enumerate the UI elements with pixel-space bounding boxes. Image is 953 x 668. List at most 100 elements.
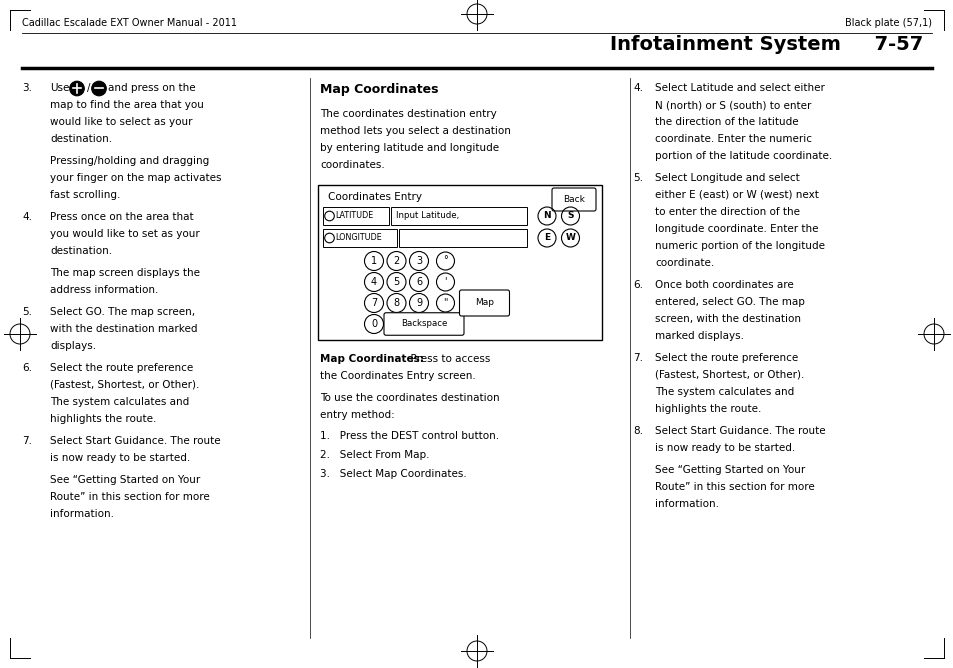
FancyBboxPatch shape [384,313,463,335]
Text: map to find the area that you: map to find the area that you [50,100,204,110]
Text: Input Latitude,: Input Latitude, [395,212,458,220]
Text: 1.   Press the DEST control button.: 1. Press the DEST control button. [319,431,498,441]
FancyBboxPatch shape [323,207,389,224]
Text: ': ' [444,276,446,286]
FancyBboxPatch shape [323,229,396,246]
Text: Select Start Guidance. The route: Select Start Guidance. The route [50,436,220,446]
Text: S: S [567,212,573,220]
Text: highlights the route.: highlights the route. [655,404,760,414]
Text: 2.   Select From Map.: 2. Select From Map. [319,450,429,460]
Text: 7.: 7. [633,353,642,363]
Text: coordinates.: coordinates. [319,160,384,170]
Text: highlights the route.: highlights the route. [50,414,156,424]
Text: either E (east) or W (west) next: either E (east) or W (west) next [655,190,818,200]
Text: information.: information. [50,509,113,519]
Text: Map Coordinates:: Map Coordinates: [319,354,423,364]
Text: information.: information. [655,499,719,509]
FancyBboxPatch shape [398,229,526,246]
Text: (Fastest, Shortest, or Other).: (Fastest, Shortest, or Other). [655,370,803,380]
Text: W: W [565,234,575,242]
Text: 5.: 5. [22,307,32,317]
Text: 8: 8 [393,298,399,308]
Text: 3: 3 [416,256,421,266]
Text: 5: 5 [393,277,399,287]
FancyBboxPatch shape [552,188,596,211]
Text: Select GO. The map screen,: Select GO. The map screen, [50,307,195,317]
Text: The system calculates and: The system calculates and [50,397,189,407]
Text: See “Getting Started on Your: See “Getting Started on Your [655,465,804,475]
Text: destination.: destination. [50,246,112,256]
Text: Press once on the area that: Press once on the area that [50,212,193,222]
Text: Route” in this section for more: Route” in this section for more [655,482,814,492]
Text: /: / [87,83,91,93]
Text: See “Getting Started on Your: See “Getting Started on Your [50,475,200,485]
Text: 4.: 4. [22,212,32,222]
Text: portion of the latitude coordinate.: portion of the latitude coordinate. [655,151,831,161]
Text: 4: 4 [371,277,376,287]
Text: N: N [542,212,550,220]
Text: would like to select as your: would like to select as your [50,117,193,127]
Text: LONGITUDE: LONGITUDE [335,234,382,242]
Text: °: ° [442,255,447,265]
Text: is now ready to be started.: is now ready to be started. [50,453,190,463]
Text: method lets you select a destination: method lets you select a destination [319,126,511,136]
Text: coordinate.: coordinate. [655,258,714,268]
Text: 6: 6 [416,277,421,287]
Text: is now ready to be started.: is now ready to be started. [655,443,795,453]
Text: 7.: 7. [22,436,32,446]
Text: and press on the: and press on the [108,83,195,93]
Text: the Coordinates Entry screen.: the Coordinates Entry screen. [319,371,476,381]
Text: 5.: 5. [633,173,642,183]
Text: screen, with the destination: screen, with the destination [655,314,801,324]
Text: to enter the direction of the: to enter the direction of the [655,207,800,217]
Text: E: E [543,234,550,242]
Text: (Fastest, Shortest, or Other).: (Fastest, Shortest, or Other). [50,380,199,390]
Text: longitude coordinate. Enter the: longitude coordinate. Enter the [655,224,818,234]
Text: 2: 2 [393,256,399,266]
Text: Once both coordinates are: Once both coordinates are [655,280,793,290]
Text: Back: Back [562,195,584,204]
Text: 6.: 6. [633,280,642,290]
Text: Map Coordinates: Map Coordinates [319,83,438,96]
Text: marked displays.: marked displays. [655,331,743,341]
Text: 7: 7 [371,298,376,308]
Circle shape [70,81,84,96]
Text: Pressing/holding and dragging: Pressing/holding and dragging [50,156,209,166]
Text: by entering latitude and longitude: by entering latitude and longitude [319,143,498,153]
Text: To use the coordinates destination: To use the coordinates destination [319,393,499,403]
Circle shape [91,81,106,96]
Text: Map: Map [475,299,494,307]
Text: The map screen displays the: The map screen displays the [50,268,200,278]
Text: 3.   Select Map Coordinates.: 3. Select Map Coordinates. [319,469,466,479]
Text: displays.: displays. [50,341,96,351]
Text: destination.: destination. [50,134,112,144]
Text: Infotainment System     7-57: Infotainment System 7-57 [609,35,923,54]
Text: Select the route preference: Select the route preference [655,353,798,363]
Text: address information.: address information. [50,285,158,295]
Text: Select Longitude and select: Select Longitude and select [655,173,799,183]
Text: Use: Use [50,83,70,93]
Text: the direction of the latitude: the direction of the latitude [655,117,798,127]
Text: ": " [443,297,447,307]
Text: entered, select GO. The map: entered, select GO. The map [655,297,804,307]
Text: numeric portion of the longitude: numeric portion of the longitude [655,241,824,251]
Text: Route” in this section for more: Route” in this section for more [50,492,210,502]
Text: fast scrolling.: fast scrolling. [50,190,120,200]
Text: Cadillac Escalade EXT Owner Manual - 2011: Cadillac Escalade EXT Owner Manual - 201… [22,18,236,28]
Text: The system calculates and: The system calculates and [655,387,794,397]
Text: your finger on the map activates: your finger on the map activates [50,173,221,183]
Text: 6.: 6. [22,363,32,373]
FancyBboxPatch shape [317,185,601,340]
Text: LATITUDE: LATITUDE [335,212,374,220]
Text: Backspace: Backspace [400,319,447,329]
Text: Select the route preference: Select the route preference [50,363,193,373]
Text: Select Start Guidance. The route: Select Start Guidance. The route [655,426,824,436]
Text: N (north) or S (south) to enter: N (north) or S (south) to enter [655,100,810,110]
Text: 3.: 3. [22,83,32,93]
Text: you would like to set as your: you would like to set as your [50,229,199,239]
Text: 0: 0 [371,319,376,329]
Text: 8.: 8. [633,426,642,436]
Text: 1: 1 [371,256,376,266]
Text: 9: 9 [416,298,421,308]
Text: with the destination marked: with the destination marked [50,324,197,334]
